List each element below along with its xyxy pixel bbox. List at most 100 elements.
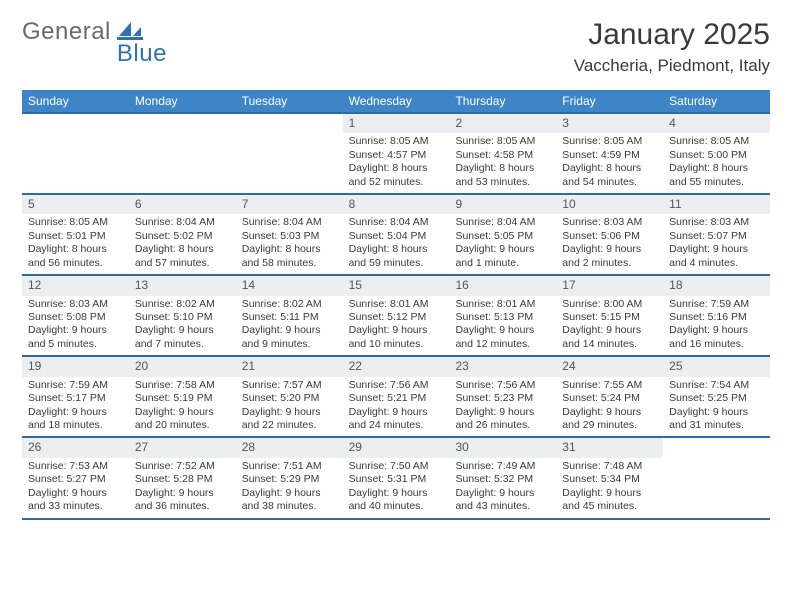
header-row: General Blue January 2025 Vaccheria, Pie… <box>22 18 770 76</box>
day-sunrise: Sunrise: 8:02 AM <box>242 298 337 311</box>
day-dl1: Daylight: 9 hours <box>242 324 337 337</box>
day-cell: 4Sunrise: 8:05 AMSunset: 5:00 PMDaylight… <box>663 114 770 193</box>
day-cell: 23Sunrise: 7:56 AMSunset: 5:23 PMDayligh… <box>449 357 556 436</box>
day-dl2: and 24 minutes. <box>349 419 444 432</box>
day-dl1: Daylight: 9 hours <box>562 324 657 337</box>
day-number: 23 <box>449 357 556 376</box>
day-number: 13 <box>129 276 236 295</box>
day-number: 12 <box>22 276 129 295</box>
day-sunset: Sunset: 5:34 PM <box>562 473 657 486</box>
day-number: 1 <box>343 114 450 133</box>
day-cell: 21Sunrise: 7:57 AMSunset: 5:20 PMDayligh… <box>236 357 343 436</box>
day-cell: 22Sunrise: 7:56 AMSunset: 5:21 PMDayligh… <box>343 357 450 436</box>
day-dl2: and 40 minutes. <box>349 500 444 513</box>
day-number: 26 <box>22 438 129 457</box>
day-cell: 11Sunrise: 8:03 AMSunset: 5:07 PMDayligh… <box>663 195 770 274</box>
day-details: Sunrise: 7:54 AMSunset: 5:25 PMDaylight:… <box>663 377 770 437</box>
day-details: Sunrise: 7:56 AMSunset: 5:23 PMDaylight:… <box>449 377 556 437</box>
day-sunrise: Sunrise: 7:59 AM <box>28 379 123 392</box>
day-sunrise: Sunrise: 7:56 AM <box>455 379 550 392</box>
day-cell: 16Sunrise: 8:01 AMSunset: 5:13 PMDayligh… <box>449 276 556 355</box>
day-dl2: and 38 minutes. <box>242 500 337 513</box>
day-sunrise: Sunrise: 7:59 AM <box>669 298 764 311</box>
day-dl2: and 52 minutes. <box>349 176 444 189</box>
day-dl1: Daylight: 8 hours <box>349 243 444 256</box>
day-dl1: Daylight: 9 hours <box>349 324 444 337</box>
day-sunset: Sunset: 5:08 PM <box>28 311 123 324</box>
day-sunset: Sunset: 5:04 PM <box>349 230 444 243</box>
day-number: 4 <box>663 114 770 133</box>
calendar: SundayMondayTuesdayWednesdayThursdayFrid… <box>22 90 770 520</box>
day-sunset: Sunset: 5:32 PM <box>455 473 550 486</box>
day-details: Sunrise: 7:53 AMSunset: 5:27 PMDaylight:… <box>22 458 129 518</box>
day-dl1: Daylight: 8 hours <box>28 243 123 256</box>
day-cell: 20Sunrise: 7:58 AMSunset: 5:19 PMDayligh… <box>129 357 236 436</box>
day-sunset: Sunset: 4:57 PM <box>349 149 444 162</box>
day-dl2: and 54 minutes. <box>562 176 657 189</box>
day-sunset: Sunset: 5:31 PM <box>349 473 444 486</box>
day-cell: 30Sunrise: 7:49 AMSunset: 5:32 PMDayligh… <box>449 438 556 517</box>
day-sunrise: Sunrise: 8:04 AM <box>349 216 444 229</box>
day-dl1: Daylight: 9 hours <box>28 406 123 419</box>
day-sunrise: Sunrise: 8:05 AM <box>455 135 550 148</box>
day-sunset: Sunset: 5:11 PM <box>242 311 337 324</box>
day-number: 16 <box>449 276 556 295</box>
day-number: 27 <box>129 438 236 457</box>
week-row: 26Sunrise: 7:53 AMSunset: 5:27 PMDayligh… <box>22 438 770 519</box>
day-cell: 19Sunrise: 7:59 AMSunset: 5:17 PMDayligh… <box>22 357 129 436</box>
day-dl2: and 56 minutes. <box>28 257 123 270</box>
day-details: Sunrise: 7:57 AMSunset: 5:20 PMDaylight:… <box>236 377 343 437</box>
day-number: 17 <box>556 276 663 295</box>
day-dl1: Daylight: 9 hours <box>455 324 550 337</box>
day-cell: 1Sunrise: 8:05 AMSunset: 4:57 PMDaylight… <box>343 114 450 193</box>
weekday-header: Friday <box>556 90 663 112</box>
day-dl1: Daylight: 8 hours <box>562 162 657 175</box>
day-cell: 10Sunrise: 8:03 AMSunset: 5:06 PMDayligh… <box>556 195 663 274</box>
day-cell: 14Sunrise: 8:02 AMSunset: 5:11 PMDayligh… <box>236 276 343 355</box>
day-cell: 9Sunrise: 8:04 AMSunset: 5:05 PMDaylight… <box>449 195 556 274</box>
week-row: 5Sunrise: 8:05 AMSunset: 5:01 PMDaylight… <box>22 195 770 276</box>
day-cell: 25Sunrise: 7:54 AMSunset: 5:25 PMDayligh… <box>663 357 770 436</box>
day-details: Sunrise: 8:03 AMSunset: 5:07 PMDaylight:… <box>663 214 770 274</box>
day-sunset: Sunset: 5:05 PM <box>455 230 550 243</box>
day-details: Sunrise: 7:50 AMSunset: 5:31 PMDaylight:… <box>343 458 450 518</box>
day-sunset: Sunset: 5:12 PM <box>349 311 444 324</box>
day-number: 25 <box>663 357 770 376</box>
day-sunrise: Sunrise: 8:04 AM <box>455 216 550 229</box>
day-dl2: and 20 minutes. <box>135 419 230 432</box>
day-sunset: Sunset: 5:21 PM <box>349 392 444 405</box>
day-details: Sunrise: 8:03 AMSunset: 5:08 PMDaylight:… <box>22 296 129 356</box>
day-sunset: Sunset: 5:25 PM <box>669 392 764 405</box>
day-sunset: Sunset: 5:24 PM <box>562 392 657 405</box>
location-label: Vaccheria, Piedmont, Italy <box>574 56 770 76</box>
day-details: Sunrise: 8:01 AMSunset: 5:12 PMDaylight:… <box>343 296 450 356</box>
day-details: Sunrise: 8:04 AMSunset: 5:04 PMDaylight:… <box>343 214 450 274</box>
day-sunrise: Sunrise: 7:49 AM <box>455 460 550 473</box>
day-cell <box>236 114 343 193</box>
day-number: 8 <box>343 195 450 214</box>
day-details: Sunrise: 8:02 AMSunset: 5:10 PMDaylight:… <box>129 296 236 356</box>
day-sunset: Sunset: 5:16 PM <box>669 311 764 324</box>
week-row: 12Sunrise: 8:03 AMSunset: 5:08 PMDayligh… <box>22 276 770 357</box>
day-dl1: Daylight: 9 hours <box>242 406 337 419</box>
day-sunset: Sunset: 5:03 PM <box>242 230 337 243</box>
day-cell <box>129 114 236 193</box>
day-sunset: Sunset: 4:58 PM <box>455 149 550 162</box>
day-sunrise: Sunrise: 8:04 AM <box>242 216 337 229</box>
day-number: 15 <box>343 276 450 295</box>
day-dl1: Daylight: 9 hours <box>455 243 550 256</box>
day-dl1: Daylight: 9 hours <box>135 406 230 419</box>
day-dl2: and 16 minutes. <box>669 338 764 351</box>
day-cell: 15Sunrise: 8:01 AMSunset: 5:12 PMDayligh… <box>343 276 450 355</box>
day-number: 11 <box>663 195 770 214</box>
day-dl2: and 10 minutes. <box>349 338 444 351</box>
day-dl2: and 18 minutes. <box>28 419 123 432</box>
week-row: 19Sunrise: 7:59 AMSunset: 5:17 PMDayligh… <box>22 357 770 438</box>
day-number: 7 <box>236 195 343 214</box>
day-details: Sunrise: 8:05 AMSunset: 4:59 PMDaylight:… <box>556 133 663 193</box>
brand-name-a: General <box>22 18 111 46</box>
day-sunrise: Sunrise: 8:05 AM <box>349 135 444 148</box>
day-dl2: and 9 minutes. <box>242 338 337 351</box>
day-dl2: and 43 minutes. <box>455 500 550 513</box>
day-number: 24 <box>556 357 663 376</box>
